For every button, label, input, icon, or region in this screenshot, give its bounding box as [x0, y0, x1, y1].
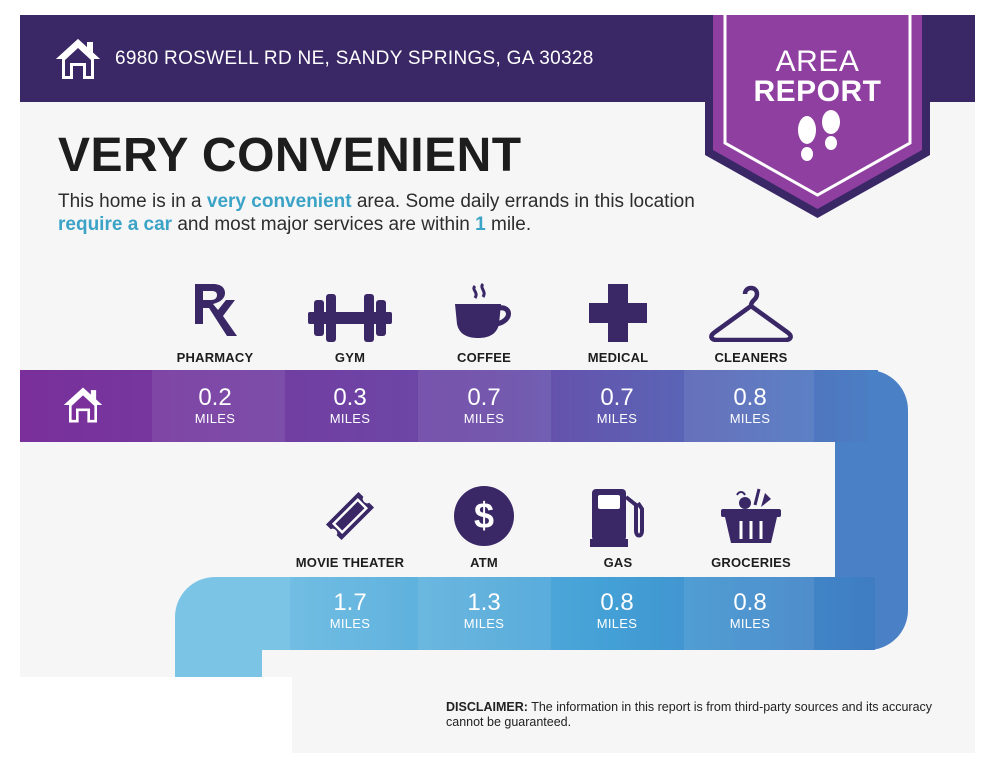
- distance-atm: 1.3 MILES: [463, 589, 505, 632]
- summary-text: This home is in a very convenient area. …: [58, 191, 695, 235]
- dumbbell-icon: [280, 272, 420, 342]
- distance-gym: 0.3 MILES: [329, 384, 371, 427]
- coffee-cup-icon: [414, 272, 554, 342]
- amenity-pharmacy: PHARMACY: [145, 272, 285, 365]
- amenity-atm: $ ATM: [414, 477, 554, 570]
- amenity-coffee: COFFEE: [414, 272, 554, 365]
- amenity-cleaners: CLEANERS: [681, 272, 821, 365]
- distance-coffee: 0.7 MILES: [463, 384, 505, 427]
- distance-gas: 0.8 MILES: [596, 589, 638, 632]
- home-icon: [54, 37, 102, 86]
- grocery-basket-icon: [681, 477, 821, 547]
- disclaimer-text: DISCLAIMER: The information in this repo…: [446, 700, 933, 729]
- distance-medical: 0.7 MILES: [596, 384, 638, 427]
- ticket-icon: [280, 477, 420, 547]
- amenity-gym: GYM: [280, 272, 420, 365]
- amenity-medical: MEDICAL: [548, 272, 688, 365]
- rx-icon: [145, 272, 285, 342]
- address-text: 6980 ROSWELL RD NE, SANDY SPRINGS, GA 30…: [115, 48, 594, 69]
- distance-groceries: 0.8 MILES: [729, 589, 771, 632]
- dollar-coin-icon: $: [414, 477, 554, 547]
- gas-pump-icon: [548, 477, 688, 547]
- hanger-icon: [681, 272, 821, 342]
- distance-pharmacy: 0.2 MILES: [194, 384, 236, 427]
- amenity-gas: GAS: [548, 477, 688, 570]
- badge-line2: REPORT: [753, 75, 882, 108]
- amenity-groceries: GROCERIES: [681, 477, 821, 570]
- svg-text:$: $: [474, 495, 494, 536]
- footprints-icon: [793, 110, 845, 175]
- page-title: VERY CONVENIENT: [58, 129, 522, 182]
- distance-movie-theater: 1.7 MILES: [329, 589, 371, 632]
- medical-cross-icon: [548, 272, 688, 342]
- distance-cleaners: 0.8 MILES: [729, 384, 771, 427]
- area-report-badge: AREA REPORT: [705, 15, 930, 218]
- amenity-movie-theater: MOVIE THEATER: [280, 477, 420, 570]
- badge-line1: AREA: [775, 45, 860, 78]
- start-home-icon: [62, 385, 104, 430]
